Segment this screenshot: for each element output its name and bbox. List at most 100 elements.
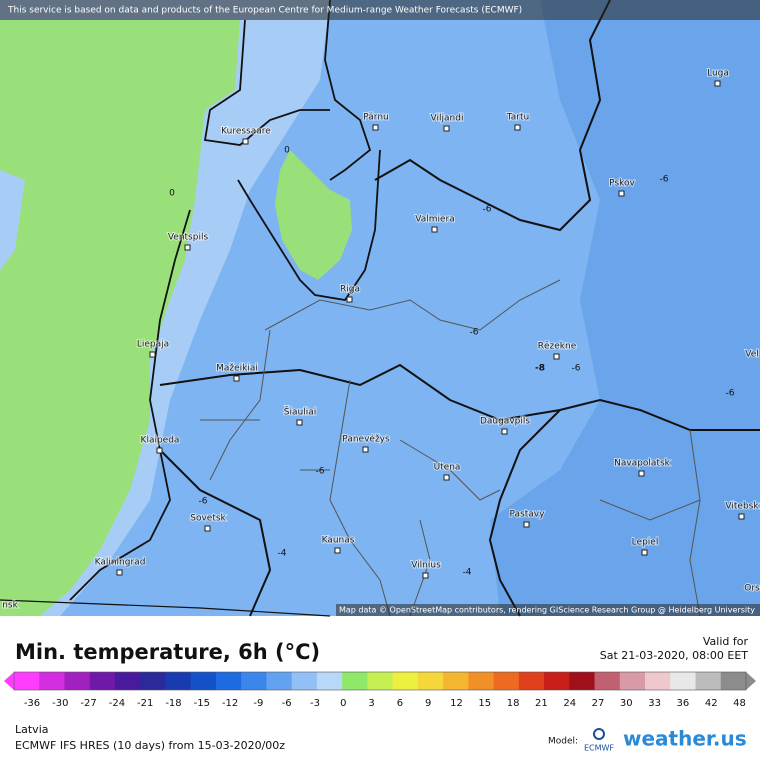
scale-tick-label: 0: [340, 698, 346, 709]
scale-tick-label: 15: [478, 698, 491, 709]
scale-swatch: [392, 672, 419, 690]
city-label: Kaliningrad: [95, 558, 146, 568]
sea-patch: [0, 170, 25, 270]
scale-swatch: [493, 672, 520, 690]
scale-tick-label: 30: [620, 698, 633, 709]
city-marker: [362, 446, 369, 453]
scale-tick-label: -24: [109, 698, 125, 709]
scale-frame: [13, 671, 747, 691]
contour-label: 0: [284, 146, 290, 156]
city-label: Liepaja: [137, 340, 169, 350]
city-label: Panevėžys: [342, 435, 390, 445]
city-label: Pastavy: [510, 510, 546, 520]
contour-label: -6: [726, 389, 735, 399]
city-label: Riga: [340, 285, 360, 295]
scale-tick-label: 42: [705, 698, 718, 709]
brand: weather.us: [623, 727, 747, 751]
scale-swatch: [594, 672, 621, 690]
city-marker: [334, 547, 341, 554]
scale-tick-label: 48: [733, 698, 746, 709]
city-label: Kuressaare: [221, 127, 271, 137]
scale-swatch: [443, 672, 469, 690]
city-marker: [714, 80, 721, 87]
scale-swatch: [342, 672, 368, 690]
city-marker: [641, 549, 648, 556]
scale-swatch: [468, 672, 495, 690]
attribution: This service is based on data and produc…: [7, 6, 522, 16]
scale-tick-label: 36: [677, 698, 690, 709]
city-label: Pskov: [609, 179, 635, 189]
city-label: Vilnius: [411, 561, 441, 571]
city-label: Tartu: [506, 113, 529, 123]
scale-swatch: [64, 672, 91, 690]
city-marker: [149, 351, 156, 358]
country-border: [159, 0, 760, 617]
scale-swatch: [190, 672, 217, 690]
contour-label: 0: [169, 189, 175, 199]
scale-tick-label: -6: [282, 698, 292, 709]
city-marker: [204, 525, 211, 532]
border: [0, 599, 331, 617]
contour-label: -6: [572, 364, 581, 374]
region: Latvia: [15, 723, 49, 736]
contour-label: -6: [470, 328, 479, 338]
scale-tick-label: 21: [535, 698, 548, 709]
city-marker: [431, 226, 438, 233]
scale-tick-label: 6: [397, 698, 403, 709]
scale-swatch: [215, 672, 242, 690]
city-label: Ors: [744, 584, 760, 594]
city-label: Ventspils: [168, 233, 209, 243]
scale-tick-label: -18: [165, 698, 181, 709]
scale-swatch: [14, 672, 40, 690]
warm-sea: [0, 20, 240, 616]
city-marker: [514, 124, 521, 131]
scale-tick-label: 9: [425, 698, 431, 709]
scale-tick-label: 27: [592, 698, 605, 709]
valid-time: Sat 21-03-2020, 08:00 EET: [600, 649, 749, 662]
city-marker: [296, 419, 303, 426]
scale-tick-label: -12: [222, 698, 238, 709]
scale-swatch: [645, 672, 671, 690]
gulf-warm: [275, 150, 352, 280]
city-marker: [638, 470, 645, 477]
scale-tick-label: 3: [368, 698, 374, 709]
city-label: Rēzekne: [538, 342, 577, 352]
city-label: Klaipeda: [141, 436, 180, 446]
city-label: Pärnu: [363, 113, 389, 123]
city-label: nsk: [2, 601, 18, 611]
city-label: Vel: [745, 350, 759, 360]
city-marker: [422, 572, 429, 579]
city-label: Daugavpils: [480, 417, 530, 427]
ecmwf-icon: [593, 728, 605, 740]
scale-swatch: [241, 672, 267, 690]
scale-arrow-right: [746, 672, 756, 690]
contour-label: -6: [199, 497, 208, 507]
scale-swatch: [417, 672, 444, 690]
city-marker: [184, 244, 191, 251]
scale-tick-label: -36: [24, 698, 40, 709]
scale-swatch: [619, 672, 646, 690]
contour-label: -4: [278, 549, 287, 559]
valid-label: Valid for: [703, 635, 749, 648]
city-label: Mažeikiai: [216, 364, 258, 374]
city-marker: [618, 190, 625, 197]
contour-label: -4: [463, 568, 472, 578]
credit-bar: [336, 604, 760, 616]
contour-label: -6: [483, 205, 492, 215]
city-marker: [346, 296, 353, 303]
city-marker: [233, 375, 240, 382]
scale-tick-label: 18: [507, 698, 520, 709]
scale-swatch: [114, 672, 141, 690]
scale-swatch: [140, 672, 166, 690]
scale-tick-label: 12: [450, 698, 463, 709]
city-label: Utena: [434, 463, 461, 473]
scale-swatch: [291, 672, 318, 690]
city-label: Luga: [707, 69, 729, 79]
scale-tick-label: -30: [52, 698, 68, 709]
city-marker: [116, 569, 123, 576]
scale-tick-label: 24: [563, 698, 576, 709]
scale-swatch: [266, 672, 293, 690]
city-marker: [156, 447, 163, 454]
contour-label: -6: [316, 467, 325, 477]
